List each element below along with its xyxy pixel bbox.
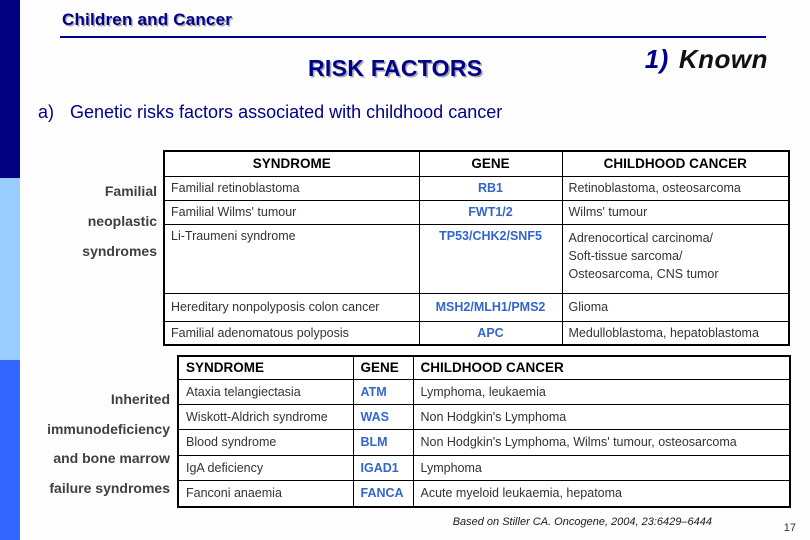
table-row: Ataxia telangiectasia ATM Lymphoma, leuk… (177, 378, 791, 405)
cancer-cell: Non Hodgkin's Lymphoma, Wilms' tumour, o… (412, 428, 791, 456)
cancer-cell: Glioma (561, 292, 790, 322)
cancer-cell: Retinoblastoma, osteosarcoma (561, 175, 790, 201)
table-header-row: SYNDROME GENE CHILDHOOD CANCER (177, 355, 791, 380)
syndrome-cell: Familial adenomatous polyposis (163, 320, 420, 346)
table-header-row: SYNDROME GENE CHILDHOOD CANCER (163, 150, 790, 177)
syndrome-cell: Fanconi anaemia (177, 479, 354, 508)
col-header-childhood-cancer: CHILDHOOD CANCER (412, 355, 791, 380)
cancer-cell: Adrenocortical carcinoma/ Soft-tissue sa… (561, 223, 790, 294)
col-header-gene: GENE (352, 355, 414, 380)
table-row: Fanconi anaemia FANCA Acute myeloid leuk… (177, 479, 791, 508)
section-marker: 1) Known (645, 44, 768, 75)
immunodeficiency-table: SYNDROME GENE CHILDHOOD CANCER Ataxia te… (177, 355, 791, 508)
syndrome-cell: Blood syndrome (177, 428, 354, 456)
cancer-cell: Non Hodgkin's Lymphoma (412, 403, 791, 430)
gene-cell: APC (418, 320, 563, 346)
syndrome-cell: Familial Wilms' tumour (163, 199, 420, 225)
cancer-cell: Wilms' tumour (561, 199, 790, 225)
section-number: 1) (644, 44, 669, 74)
subtitle-prefix: a) (38, 102, 55, 122)
syndrome-cell: Hereditary nonpolyposis colon cancer (163, 292, 420, 322)
gene-cell: FANCA (352, 479, 414, 508)
section-word: Known (678, 44, 768, 74)
table-row: Familial retinoblastoma RB1 Retinoblasto… (163, 175, 790, 201)
gene-cell: BLM (352, 428, 414, 456)
group-label-familial-neoplastic: Familial neoplastic syndromes (82, 183, 157, 259)
syndrome-cell: Wiskott-Aldrich syndrome (177, 403, 354, 430)
gene-cell: MSH2/MLH1/PMS2 (418, 292, 563, 322)
familial-neoplastic-table: SYNDROME GENE CHILDHOOD CANCER Familial … (163, 150, 790, 346)
syndrome-cell: Familial retinoblastoma (163, 175, 420, 201)
group-label-inherited-immunodeficiency: Inherited immunodeficiency and bone marr… (47, 391, 170, 496)
cancer-cell: Acute myeloid leukaemia, hepatoma (412, 479, 791, 508)
syndrome-cell: Li-Traumeni syndrome (163, 223, 420, 294)
gene-cell: FWT1/2 (418, 199, 563, 225)
gene-cell: TP53/CHK2/SNF5 (418, 223, 563, 294)
cancer-cell: Lymphoma, leukaemia (412, 378, 791, 405)
table-row: Wiskott-Aldrich syndrome WAS Non Hodgkin… (177, 403, 791, 430)
sidebar-accent-royal (0, 360, 20, 540)
syndrome-cell: IgA deficiency (177, 454, 354, 481)
cancer-cell: Medulloblastoma, hepatoblastoma (561, 320, 790, 346)
subtitle-text: Genetic risks factors associated with ch… (70, 102, 503, 122)
sidebar-accent-sky (0, 178, 20, 360)
slide-title: Children and Cancer (62, 10, 233, 29)
table-row: IgA deficiency IGAD1 Lymphoma (177, 454, 791, 481)
syndrome-cell: Ataxia telangiectasia (177, 378, 354, 405)
table-row: Blood syndrome BLM Non Hodgkin's Lymphom… (177, 428, 791, 456)
gene-cell: RB1 (418, 175, 563, 201)
sidebar-accent-navy (0, 0, 20, 178)
col-header-gene: GENE (418, 150, 563, 177)
subtitle: a) Genetic risks factors associated with… (38, 102, 502, 123)
table-row: Familial adenomatous polyposis APC Medul… (163, 320, 790, 346)
gene-cell: WAS (352, 403, 414, 430)
col-header-childhood-cancer: CHILDHOOD CANCER (561, 150, 790, 177)
page-number: 17 (783, 522, 796, 534)
cancer-cell: Lymphoma (412, 454, 791, 481)
table-row: Li-Traumeni syndrome TP53/CHK2/SNF5 Adre… (163, 223, 790, 294)
col-header-syndrome: SYNDROME (163, 150, 420, 177)
gene-cell: IGAD1 (352, 454, 414, 481)
table-row: Familial Wilms' tumour FWT1/2 Wilms' tum… (163, 199, 790, 225)
gene-cell: ATM (352, 378, 414, 405)
col-header-syndrome: SYNDROME (177, 355, 354, 380)
page-heading: RISK FACTORS (308, 55, 483, 81)
citation: Based on Stiller CA. Oncogene, 2004, 23:… (452, 516, 712, 528)
table-row: Hereditary nonpolyposis colon cancer MSH… (163, 292, 790, 322)
title-divider (60, 36, 766, 38)
